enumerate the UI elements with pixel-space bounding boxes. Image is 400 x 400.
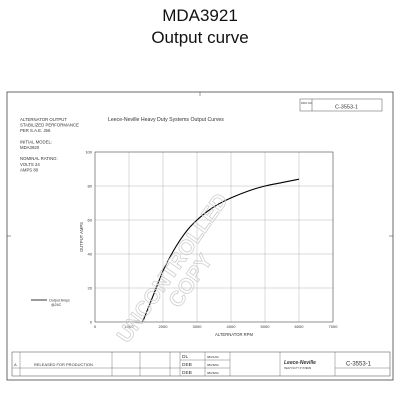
tb-drawing-number: C-3553-1 (346, 362, 372, 368)
header-box (299, 98, 383, 112)
y-tick-label: 0 (90, 319, 93, 324)
y-tick-label: 60 (88, 217, 93, 222)
tb-signoff-3: DEB (182, 370, 192, 376)
legend-label-line2: @24C (51, 303, 62, 307)
x-tick-label: 1000 (125, 324, 135, 329)
series-line-output-amps (142, 178, 300, 323)
x-tick-label: 6000 (295, 324, 305, 329)
legend-label-line1: Output Amps (49, 299, 70, 303)
tb-release-text: RELEASED FOR PRODUCTION (34, 362, 93, 367)
note-line: STABILIZED PERFORMANCE (20, 123, 79, 128)
page-subtitle: Output curve (151, 28, 249, 47)
x-tick-label: 5000 (261, 324, 271, 329)
tb-date-3: 08/28/02 (207, 371, 219, 375)
y-axis-label: OUTPUT AMPS (79, 222, 84, 252)
tb-signoff-2: DEB (182, 362, 192, 368)
x-tick-label: 2000 (159, 324, 169, 329)
x-tick-label: 0 (94, 324, 97, 329)
note-line: VOLTS 24 (20, 162, 40, 167)
tb-date-2: 08/28/02 (207, 363, 219, 367)
tb-logo-sub: HEAVY DUTY SYSTEMS (284, 367, 312, 370)
legend: Output Amps @24C (31, 299, 70, 307)
title-block: A RELEASED FOR PRODUCTION DL DEB DEB 08/… (11, 351, 391, 377)
header-label: DWG NO. (301, 101, 313, 105)
series-lines (142, 178, 300, 323)
y-tick-label: 100 (85, 149, 92, 154)
x-tick-labels: 0 1000 2000 3000 4000 5000 6000 7000 (94, 324, 338, 329)
note-line: ALTERNATOR OUTPUT (20, 117, 67, 122)
plot-frame (94, 151, 334, 323)
y-tick-labels: 0 20 40 60 80 100 (85, 149, 92, 324)
note-line: PER S.A.E. J56 (20, 128, 51, 133)
sheet-frame (6, 91, 394, 381)
note-line: AMPS 80 (20, 167, 39, 172)
note-line: MDA3920 (20, 145, 40, 150)
title-block-frame (11, 351, 391, 377)
tb-date-1: 08/21/02 (207, 355, 219, 359)
tb-rev: A (14, 362, 17, 367)
y-tick-label: 40 (88, 251, 93, 256)
note-line: NOMINAL RATING: (20, 156, 58, 161)
x-tick-label: 4000 (227, 324, 237, 329)
note-line: INITIAL MODEL: (20, 139, 52, 144)
output-chart: 0 1000 2000 3000 4000 5000 6000 7000 0 20 40 60 80 1… (79, 149, 338, 337)
y-tick-label: 80 (88, 183, 93, 188)
chart-title: Leece-Neville Heavy Duty Systems Output … (108, 117, 224, 123)
x-axis-label: ALTERNATOR RPM (215, 332, 253, 337)
y-tick-label: 20 (88, 285, 93, 290)
page-title: MDA3921 (162, 6, 238, 25)
header-drawing-number: C-3553-1 (335, 105, 358, 111)
tb-logo: Leece-Neville (284, 360, 316, 366)
x-tick-label: 7000 (329, 324, 339, 329)
x-tick-label: 3000 (193, 324, 203, 329)
tb-signoff-1: DL (182, 354, 188, 360)
